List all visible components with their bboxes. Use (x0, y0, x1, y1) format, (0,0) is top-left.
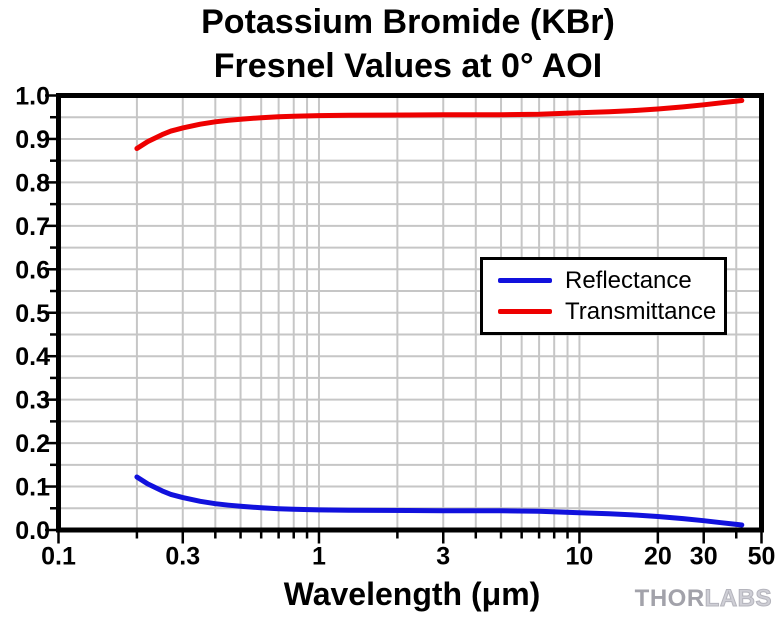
chart-title-line2: Fresnel Values at 0° AOI (213, 47, 603, 85)
chart-title-line1: Potassium Bromide (KBr) (201, 3, 615, 41)
y-tick-label: 0.3 (15, 387, 50, 415)
legend-item-reflectance: Reflectance (498, 266, 724, 294)
y-tick-label: 0.2 (15, 430, 50, 458)
reflectance-curve (134, 474, 745, 528)
x-axis-label: Wavelength (μm) (283, 576, 541, 612)
y-tick-label: 0.6 (15, 256, 50, 284)
x-tick-label: 30 (690, 543, 718, 571)
legend: Reflectance Transmittance (480, 257, 727, 335)
legend-item-transmittance: Transmittance (498, 297, 724, 325)
x-tick-label: 3 (436, 543, 450, 571)
legend-label-transmittance: Transmittance (565, 297, 717, 325)
x-tick-label: 0.3 (165, 543, 200, 571)
x-tick-label: 50 (748, 543, 776, 571)
x-tick-label: 20 (644, 543, 672, 571)
y-tick-label: 0.7 (15, 213, 50, 241)
x-tick-label: 1 (312, 543, 326, 571)
y-tick-label: 0.0 (15, 517, 50, 545)
transmittance-line-swatch (498, 309, 552, 314)
y-tick-label: 0.5 (15, 300, 50, 328)
reflectance-line-swatch (498, 278, 552, 283)
thorlabs-logo-labs: LABS (704, 585, 772, 613)
thorlabs-logo-thor: THOR (634, 585, 705, 612)
x-tick-label: 0.1 (41, 543, 76, 571)
y-tick-label: 1.0 (15, 83, 50, 111)
plot-border (56, 93, 764, 533)
y-tick-label: 0.8 (15, 169, 50, 197)
x-tick-label: 10 (566, 543, 594, 571)
y-tick-label: 0.4 (15, 343, 50, 371)
thorlabs-logo: THORLABS (635, 585, 772, 613)
chart-title: Potassium Bromide (KBr) Fresnel Values a… (201, 0, 615, 88)
y-tick-label: 0.9 (15, 126, 50, 154)
legend-label-reflectance: Reflectance (565, 266, 692, 294)
transmittance-curve (134, 98, 745, 151)
y-tick-label: 0.1 (15, 474, 50, 502)
